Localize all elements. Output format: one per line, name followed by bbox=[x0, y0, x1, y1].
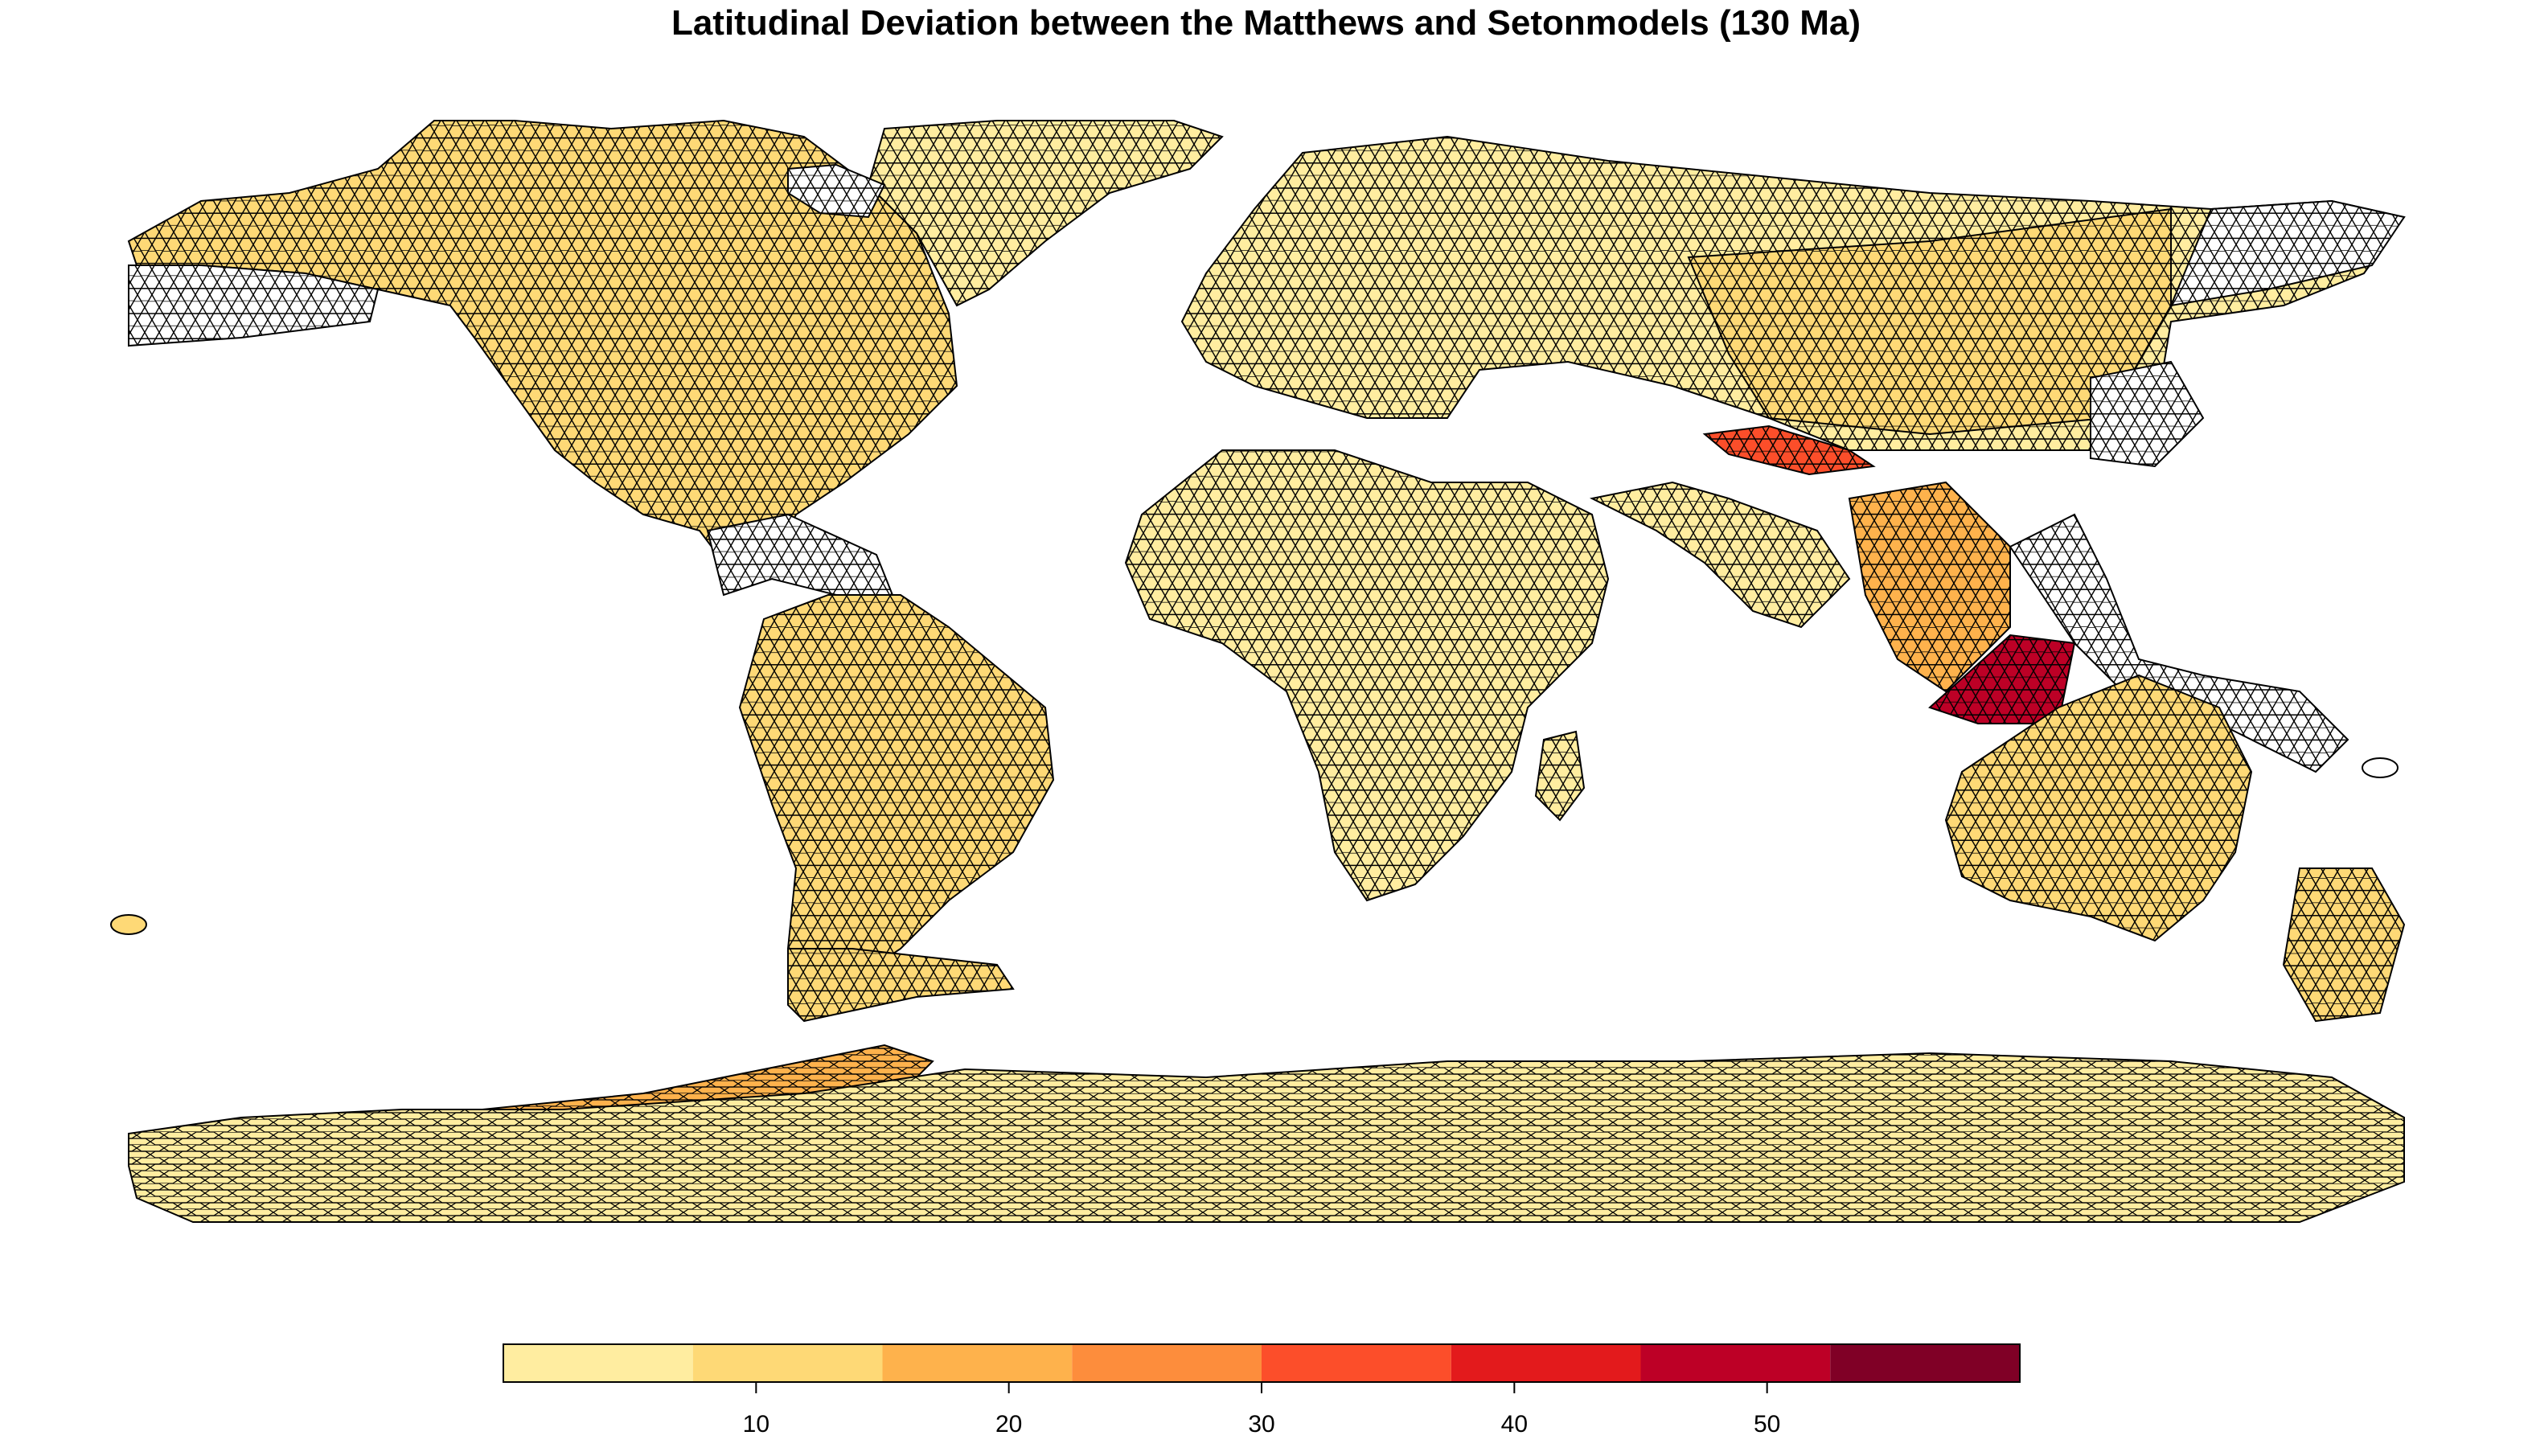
region-siberia-east-cells bbox=[2169, 199, 2406, 307]
legend-tick-label: 30 bbox=[1248, 1411, 1274, 1438]
region-philippines-ng-cells bbox=[2009, 513, 2349, 773]
region-sundaland-cells bbox=[1928, 634, 2076, 724]
region-japan-korea-cells bbox=[2090, 360, 2205, 468]
map-title: Latitudinal Deviation between the Matthe… bbox=[671, 3, 1861, 43]
legend-tick-label: 20 bbox=[995, 1411, 1022, 1438]
legend-tick-label: 40 bbox=[1501, 1411, 1528, 1438]
region-south-america-cells bbox=[738, 594, 1055, 990]
island-atlantic bbox=[110, 914, 147, 935]
region-caribbean-cells bbox=[706, 513, 894, 597]
legend-swatch bbox=[692, 1344, 883, 1382]
continents-layer bbox=[110, 119, 2406, 1223]
region-africa-cells bbox=[1124, 449, 1610, 902]
region-new-zealand-cells bbox=[2282, 867, 2406, 1023]
region-patagonia-cells bbox=[787, 948, 1015, 1023]
region-australia-cells bbox=[1944, 674, 2253, 942]
region-north-america-alaska-cells bbox=[128, 265, 380, 347]
region-greenland-cells bbox=[867, 120, 1224, 307]
legend-swatch bbox=[1262, 1344, 1451, 1382]
legend-swatch bbox=[1451, 1344, 1641, 1382]
region-north-america-cells bbox=[127, 119, 958, 564]
legend-tick-label: 50 bbox=[1754, 1411, 1780, 1438]
legend-tick-label: 10 bbox=[743, 1411, 769, 1438]
region-himalaya-belt-cells bbox=[1702, 424, 1876, 476]
region-antarctica-cells bbox=[128, 1052, 2405, 1223]
color-legend: 10 20 30 40 50 bbox=[503, 1343, 2021, 1438]
region-southeast-asia-cells bbox=[1848, 481, 2011, 693]
island-pacific bbox=[2362, 757, 2399, 778]
region-arctic-islands-cells bbox=[787, 163, 886, 219]
legend-swatch bbox=[503, 1344, 693, 1382]
legend-swatch bbox=[1072, 1344, 1262, 1382]
legend-swatch bbox=[1830, 1344, 2020, 1382]
region-arabia-india-cells bbox=[1589, 481, 1851, 629]
region-madagascar-cells bbox=[1534, 730, 1586, 822]
legend-swatch bbox=[882, 1344, 1073, 1382]
legend-swatch bbox=[1640, 1344, 1831, 1382]
